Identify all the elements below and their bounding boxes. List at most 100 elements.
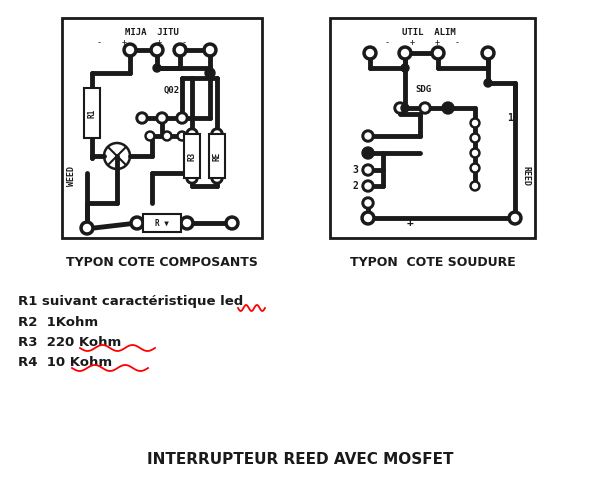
Circle shape [401, 64, 409, 72]
Circle shape [148, 134, 152, 138]
Circle shape [130, 216, 144, 230]
Circle shape [394, 102, 406, 114]
Text: WEED: WEED [67, 166, 76, 187]
Bar [62, 18, 262, 238]
Circle shape [205, 68, 215, 78]
Circle shape [422, 105, 428, 111]
Text: 1: 1 [507, 113, 513, 123]
Circle shape [173, 43, 187, 57]
Circle shape [139, 115, 145, 121]
Circle shape [431, 46, 445, 60]
Circle shape [164, 134, 170, 138]
Circle shape [214, 175, 220, 181]
Circle shape [189, 131, 195, 137]
Circle shape [365, 200, 371, 206]
Text: +: + [407, 218, 413, 228]
Text: R3  220 Kohm: R3 220 Kohm [18, 335, 121, 348]
Circle shape [473, 150, 478, 156]
Circle shape [398, 46, 412, 60]
Circle shape [229, 219, 235, 227]
Circle shape [153, 64, 161, 72]
Bar [84, 88, 100, 138]
Text: RE: RE [212, 151, 221, 161]
Bar [330, 18, 535, 238]
Circle shape [470, 133, 480, 143]
Circle shape [365, 167, 371, 173]
Circle shape [136, 112, 148, 124]
Circle shape [211, 172, 223, 184]
Circle shape [179, 134, 185, 138]
Circle shape [203, 43, 217, 57]
Circle shape [176, 46, 184, 54]
Circle shape [434, 50, 442, 56]
Circle shape [177, 131, 187, 141]
Circle shape [162, 131, 172, 141]
Circle shape [445, 105, 451, 111]
Circle shape [214, 131, 220, 137]
Circle shape [470, 181, 480, 191]
Circle shape [159, 115, 165, 121]
Circle shape [189, 175, 195, 181]
Text: R4  10 Kohm: R4 10 Kohm [18, 356, 112, 369]
Circle shape [473, 184, 478, 188]
Circle shape [365, 183, 371, 189]
Circle shape [444, 104, 452, 112]
Circle shape [485, 50, 491, 56]
Text: TYPON  COTE SOUDURE: TYPON COTE SOUDURE [350, 256, 515, 269]
Circle shape [362, 130, 374, 142]
Circle shape [225, 216, 239, 230]
Text: -    +    +   -: - + + - [385, 38, 460, 47]
Circle shape [508, 211, 522, 225]
Circle shape [365, 133, 371, 139]
Circle shape [473, 120, 478, 125]
Circle shape [365, 150, 371, 156]
Circle shape [362, 147, 374, 159]
Circle shape [511, 214, 518, 222]
Text: UTIL  ALIM: UTIL ALIM [401, 28, 455, 37]
Text: R1 suivant caractéristique led: R1 suivant caractéristique led [18, 295, 243, 308]
Circle shape [83, 225, 91, 231]
Circle shape [80, 221, 94, 235]
Circle shape [470, 148, 480, 158]
Text: TYPON COTE COMPOSANTS: TYPON COTE COMPOSANTS [66, 256, 258, 269]
Circle shape [156, 112, 168, 124]
Text: INTERRUPTEUR REED AVEC MOSFET: INTERRUPTEUR REED AVEC MOSFET [147, 453, 453, 468]
Circle shape [397, 105, 403, 111]
Circle shape [364, 149, 372, 157]
Circle shape [186, 128, 198, 140]
Circle shape [180, 216, 194, 230]
Circle shape [442, 102, 454, 114]
Bar [143, 214, 181, 232]
Text: R3: R3 [187, 151, 197, 161]
Circle shape [176, 112, 188, 124]
Circle shape [179, 115, 185, 121]
Circle shape [365, 214, 371, 222]
Text: R1: R1 [88, 108, 97, 118]
Text: R2  1Kohm: R2 1Kohm [18, 316, 98, 329]
Circle shape [362, 180, 374, 192]
Text: SDG: SDG [415, 85, 431, 94]
Text: MIJA  JITU: MIJA JITU [125, 28, 179, 37]
Circle shape [470, 163, 480, 173]
Circle shape [127, 46, 133, 54]
Text: 2: 2 [352, 181, 358, 191]
Circle shape [473, 135, 478, 140]
Text: REED: REED [521, 166, 530, 187]
Circle shape [133, 219, 140, 227]
Circle shape [367, 50, 373, 56]
Text: R ▼: R ▼ [155, 218, 169, 228]
Circle shape [184, 219, 191, 227]
Circle shape [401, 104, 409, 112]
Circle shape [145, 131, 155, 141]
Bar [209, 134, 225, 178]
Circle shape [211, 128, 223, 140]
Circle shape [484, 79, 492, 87]
Circle shape [362, 197, 374, 209]
Circle shape [363, 46, 377, 60]
Circle shape [150, 43, 164, 57]
Circle shape [401, 50, 409, 56]
Circle shape [481, 46, 495, 60]
Circle shape [154, 46, 161, 54]
Circle shape [123, 43, 137, 57]
Circle shape [473, 165, 478, 171]
